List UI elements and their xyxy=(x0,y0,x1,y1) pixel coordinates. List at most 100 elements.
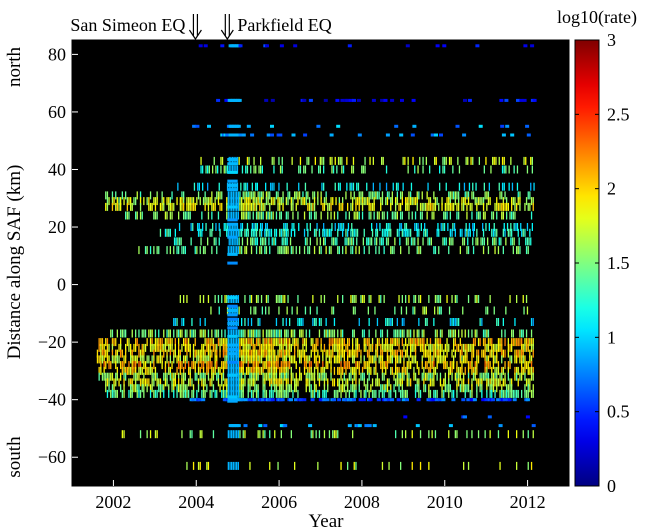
streak-mark xyxy=(469,343,471,352)
streak-mark xyxy=(226,202,228,211)
streak-mark xyxy=(458,372,460,381)
plot-area xyxy=(72,40,569,486)
streak-mark xyxy=(317,197,319,206)
streak-mark xyxy=(472,372,475,381)
streak-mark xyxy=(136,211,138,220)
streak-mark xyxy=(229,197,231,206)
streak-mark xyxy=(262,329,264,338)
streak-mark xyxy=(373,389,375,398)
streak-mark xyxy=(494,389,496,398)
streak-mark xyxy=(260,191,263,200)
streak-mark xyxy=(105,372,107,381)
streak-mark xyxy=(448,343,450,352)
streak-mark xyxy=(446,338,448,347)
streak-mark xyxy=(330,197,332,206)
streak-mark xyxy=(343,361,345,370)
streak-mark xyxy=(401,329,403,338)
streak-mark xyxy=(302,98,307,102)
streak-mark xyxy=(183,378,185,387)
streak-mark xyxy=(259,329,261,338)
streak-mark xyxy=(339,182,341,191)
streak-mark xyxy=(202,329,205,338)
streak-mark xyxy=(154,338,157,347)
streak-mark xyxy=(325,398,330,402)
streak-mark xyxy=(375,366,377,375)
streak-mark xyxy=(352,338,354,347)
streak-mark xyxy=(368,329,370,338)
streak-mark xyxy=(235,223,237,231)
streak-mark xyxy=(239,384,241,393)
streak-mark xyxy=(422,237,424,246)
streak-mark xyxy=(342,223,345,231)
streak-mark xyxy=(305,355,307,364)
streak-mark xyxy=(190,223,192,231)
streak-mark xyxy=(316,306,318,315)
streak-mark xyxy=(527,384,529,393)
streak-mark xyxy=(211,228,213,237)
streak-mark xyxy=(313,228,316,237)
streak-mark xyxy=(496,355,498,364)
streak-mark xyxy=(272,338,274,347)
streak-mark xyxy=(454,372,456,381)
streak-mark xyxy=(290,228,292,237)
streak-mark xyxy=(462,306,464,315)
streak-mark xyxy=(352,430,354,439)
streak-mark xyxy=(126,211,128,220)
streak-mark xyxy=(408,211,410,220)
streak-mark xyxy=(451,361,453,370)
streak-mark xyxy=(174,318,176,326)
streak-mark xyxy=(128,361,130,370)
streak-mark xyxy=(451,372,453,381)
streak-mark xyxy=(231,361,233,370)
streak-mark xyxy=(174,228,176,237)
streak-mark xyxy=(303,228,306,237)
streak-mark xyxy=(385,343,387,352)
streak-mark xyxy=(284,372,286,381)
streak-mark xyxy=(403,318,405,326)
streak-mark xyxy=(439,329,442,338)
streak-mark xyxy=(262,211,264,220)
streak-mark xyxy=(496,228,498,237)
streak-mark xyxy=(327,202,329,211)
streak-mark xyxy=(226,295,228,303)
streak-mark xyxy=(504,338,506,347)
streak-mark xyxy=(373,355,375,364)
streak-mark xyxy=(249,202,251,211)
streak-mark xyxy=(492,211,495,220)
streak-mark xyxy=(179,389,181,398)
streak-mark xyxy=(353,355,355,364)
streak-mark xyxy=(486,343,488,352)
streak-mark xyxy=(192,361,195,370)
streak-mark xyxy=(476,378,478,387)
streak-mark xyxy=(479,338,481,347)
streak-mark xyxy=(497,378,500,387)
streak-mark xyxy=(275,228,278,237)
streak-mark xyxy=(194,366,196,375)
streak-mark xyxy=(221,361,223,370)
streak-mark xyxy=(418,384,420,393)
streak-mark xyxy=(385,197,387,206)
streak-mark xyxy=(128,343,130,352)
streak-mark xyxy=(308,361,311,370)
streak-mark xyxy=(212,372,215,381)
streak-mark xyxy=(260,398,265,402)
streak-mark xyxy=(323,295,326,303)
streak-mark xyxy=(391,197,393,206)
streak-mark xyxy=(289,384,291,393)
streak-mark xyxy=(521,329,523,338)
streak-mark xyxy=(169,211,171,220)
streak-mark xyxy=(166,329,168,338)
streak-mark xyxy=(524,228,526,237)
streak-mark xyxy=(252,355,254,364)
streak-mark xyxy=(367,237,369,246)
streak-mark xyxy=(237,197,239,206)
streak-mark xyxy=(513,223,515,231)
streak-mark xyxy=(143,329,145,338)
streak-mark xyxy=(376,349,379,358)
streak-mark xyxy=(133,384,135,393)
streak-mark xyxy=(223,165,225,174)
streak-mark xyxy=(197,366,200,375)
streak-mark xyxy=(168,228,170,237)
streak-mark xyxy=(241,318,243,326)
streak-mark xyxy=(350,191,352,200)
